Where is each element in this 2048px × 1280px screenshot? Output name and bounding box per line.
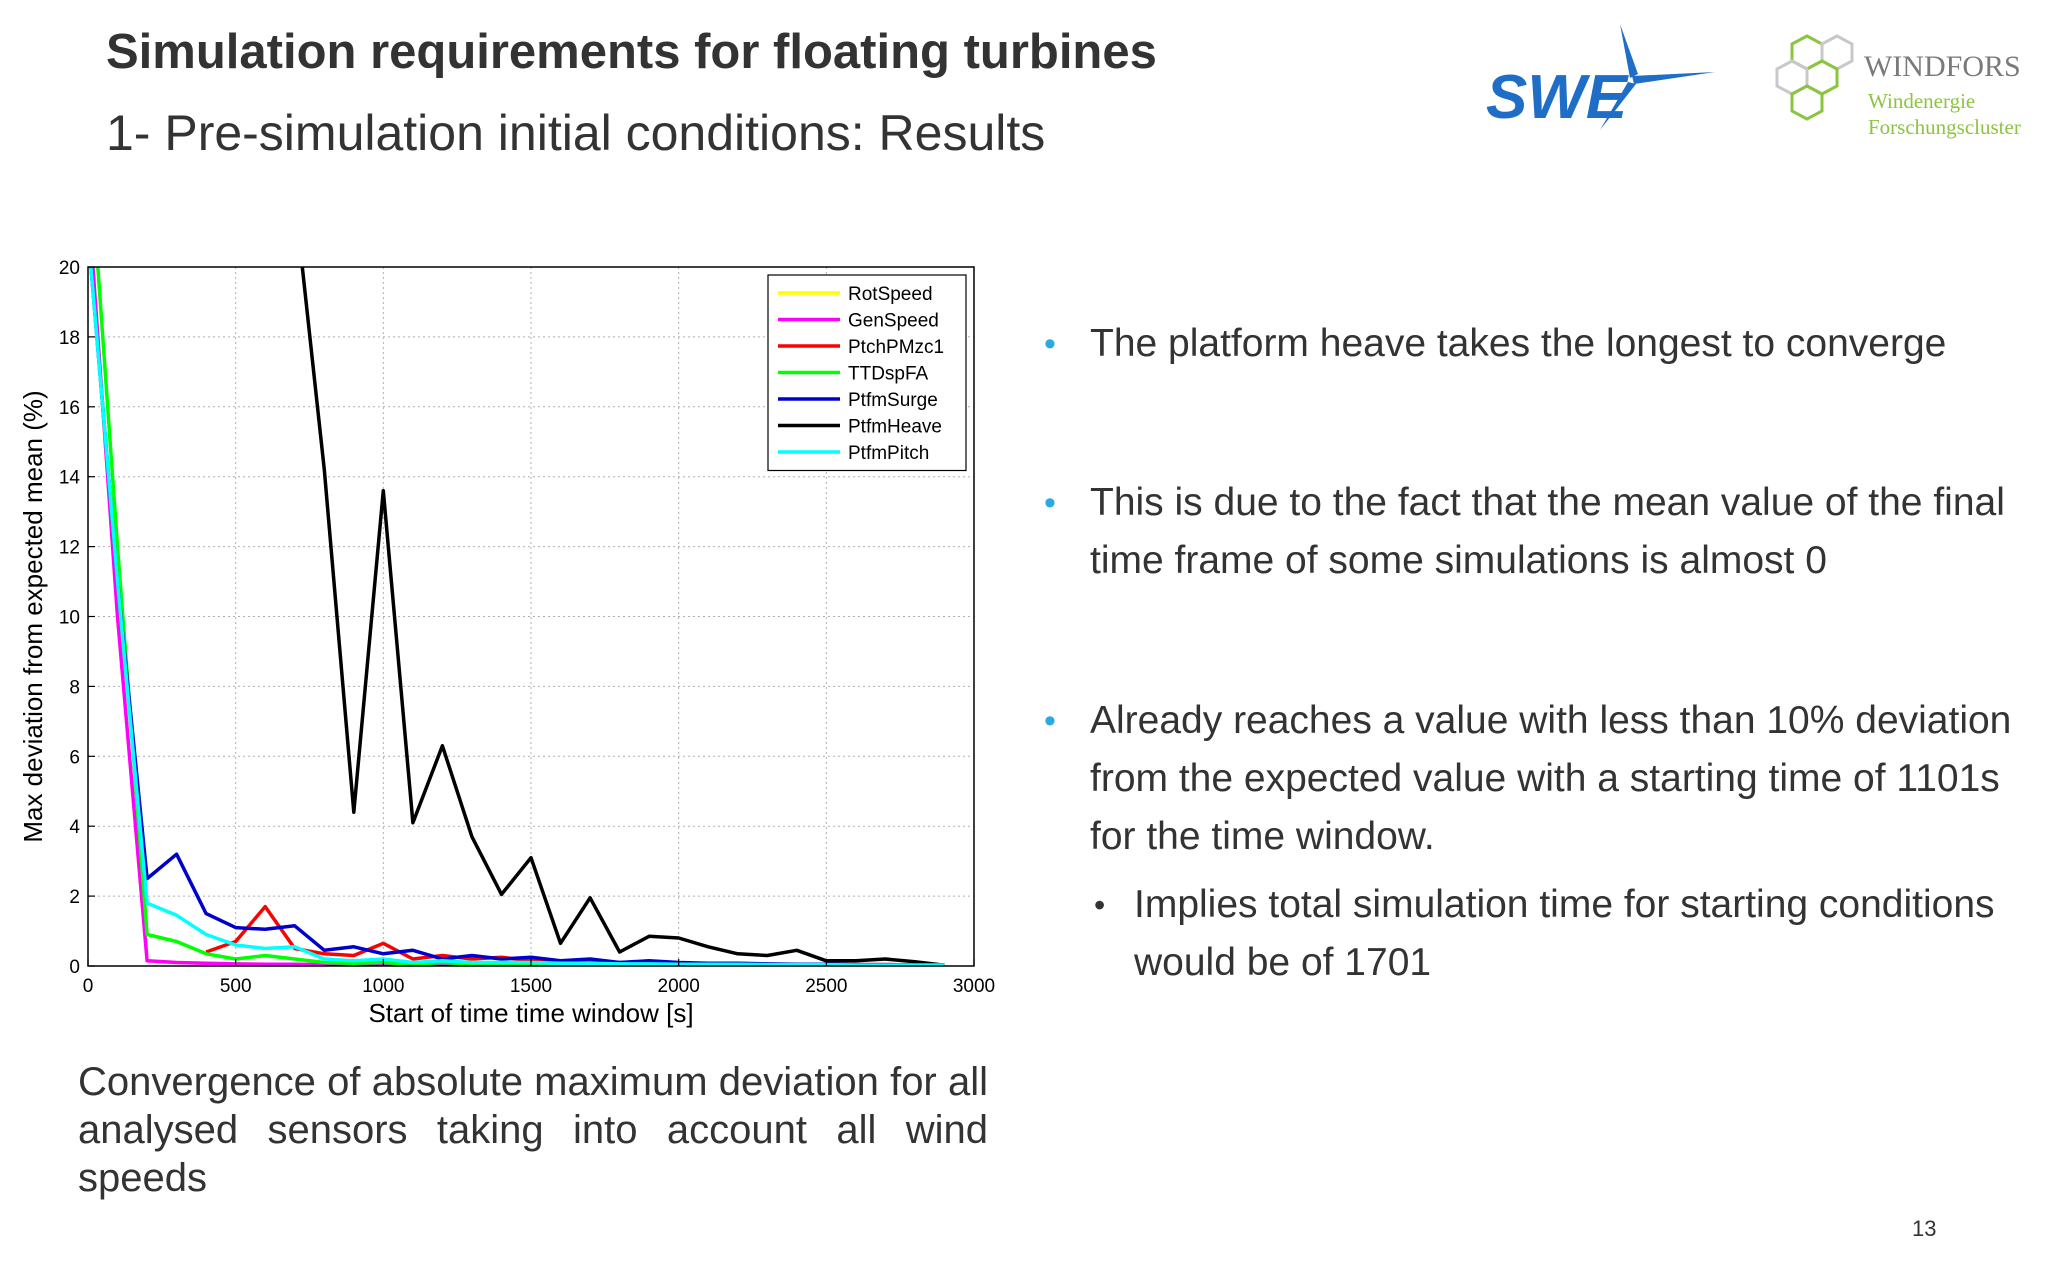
windfors-line1: Windenergie bbox=[1868, 89, 1975, 113]
bullet-dot-icon: • bbox=[1044, 325, 1056, 363]
bullet-dot-icon: • bbox=[1044, 484, 1056, 522]
sub-bullet-text: Implies total simulation time for starti… bbox=[1134, 883, 1995, 984]
series-line-ptfmpitch bbox=[89, 267, 945, 966]
x-tick-label: 2500 bbox=[805, 976, 847, 997]
convergence-line-chart: 0 500 1000 1500 2000 2500 3000 0 2 4 6 8 10 12 14 16 18 2… bbox=[18, 258, 995, 1028]
windfors-logo: WINDFORS Windenergie Forschungscluster bbox=[1775, 34, 2021, 139]
series-line-ptfmheave bbox=[300, 267, 945, 966]
sub-bullet-dot-icon: • bbox=[1094, 887, 1106, 923]
x-tick-label: 2000 bbox=[658, 976, 700, 997]
slide-title: Simulation requirements for floating tur… bbox=[106, 25, 1157, 79]
legend-label: RotSpeed bbox=[848, 284, 933, 305]
chart-ticks: 0 500 1000 1500 2000 2500 3000 0 2 4 6 8 10 12 14 16 18 2… bbox=[59, 258, 995, 997]
y-tick-label: 0 bbox=[69, 957, 80, 978]
y-tick-label: 2 bbox=[69, 887, 80, 908]
legend-label: TTDspFA bbox=[848, 364, 929, 385]
page-number: 13 bbox=[1912, 1216, 1937, 1241]
y-tick-label: 4 bbox=[69, 817, 80, 838]
legend-label: PtchPMzc1 bbox=[848, 337, 944, 358]
y-axis-label: Max deviation from expected mean (%) bbox=[18, 390, 48, 842]
slide-subtitle: 1- Pre-simulation initial conditions: Re… bbox=[106, 105, 1046, 161]
legend-label: GenSpeed bbox=[848, 311, 939, 332]
legend-label: PtfmSurge bbox=[848, 390, 938, 411]
bullet-text: The platform heave takes the longest to … bbox=[1090, 322, 1947, 365]
bullet-dot-icon: • bbox=[1044, 702, 1056, 740]
windfors-name: WINDFORS bbox=[1864, 50, 2021, 83]
x-tick-label: 1000 bbox=[362, 976, 404, 997]
x-axis-label: Start of time time window [s] bbox=[368, 998, 693, 1028]
y-tick-label: 6 bbox=[69, 747, 80, 768]
y-tick-label: 18 bbox=[59, 328, 80, 349]
hexagon-network-icon bbox=[1775, 34, 1854, 121]
x-tick-label: 500 bbox=[220, 976, 252, 997]
swe-logo: SWE bbox=[1486, 24, 1715, 132]
y-tick-label: 10 bbox=[59, 608, 80, 629]
x-tick-label: 0 bbox=[83, 976, 94, 997]
bullet-item: • The platform heave takes the longest t… bbox=[1040, 315, 2020, 373]
sub-bullet-item: • Implies total simulation time for star… bbox=[1090, 876, 2014, 992]
bullet-item: • Already reaches a value with less than… bbox=[1040, 692, 2020, 866]
windfors-line2: Forschungscluster bbox=[1868, 115, 2021, 139]
wind-turbine-icon bbox=[1600, 24, 1715, 130]
chart-caption: Convergence of absolute maximum deviatio… bbox=[78, 1060, 988, 1200]
legend-label: PtfmPitch bbox=[848, 443, 929, 464]
swe-logo-text: SWE bbox=[1486, 63, 1629, 132]
bullet-item: • This is due to the fact that the mean … bbox=[1040, 474, 2020, 590]
y-tick-label: 14 bbox=[59, 468, 81, 489]
bullet-text: This is due to the fact that the mean va… bbox=[1090, 481, 2005, 582]
y-tick-label: 20 bbox=[59, 258, 80, 279]
bullet-text: Already reaches a value with less than 1… bbox=[1090, 699, 2012, 858]
y-tick-label: 12 bbox=[59, 538, 80, 559]
legend-label: PtfmHeave bbox=[848, 417, 942, 438]
y-tick-label: 16 bbox=[59, 398, 80, 419]
y-tick-label: 8 bbox=[69, 677, 80, 698]
chart-legend: RotSpeed GenSpeed PtchPMzc1 TTDspFA PtfmSurg… bbox=[767, 274, 967, 472]
x-tick-label: 1500 bbox=[510, 976, 552, 997]
x-tick-label: 3000 bbox=[953, 976, 995, 997]
